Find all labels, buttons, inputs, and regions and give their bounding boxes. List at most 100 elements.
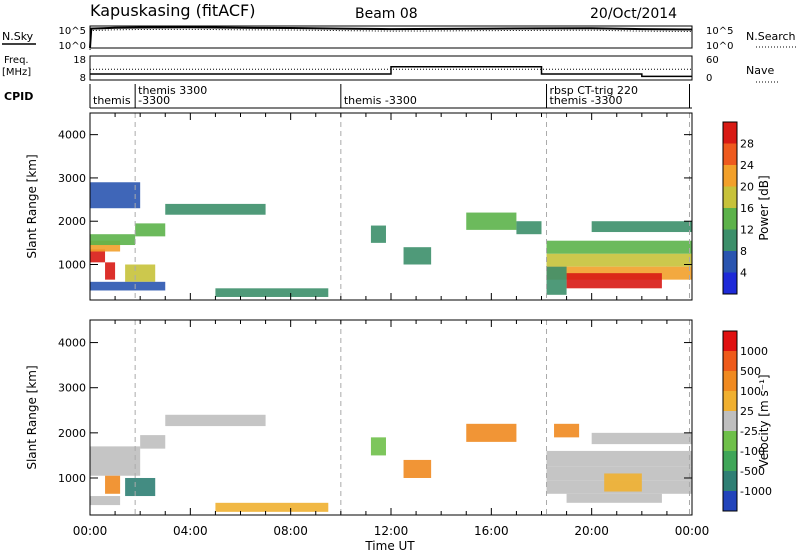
colorbar-swatch [723,491,737,511]
y-tick-label: 3000 [58,382,86,395]
frequency-left-tick-top: 18 [73,55,86,66]
noise-panel: N.Sky 10^5 10^0 10^5 10^0 N.Search [2,25,796,52]
frequency-frame [89,55,693,81]
x-tick-label: 12:00 [374,524,409,538]
nave-right-label: Nave [746,64,774,77]
heatmap-cell [90,234,136,246]
y-tick-label: 1000 [58,472,86,485]
heatmap-cell [546,253,692,267]
heatmap-cell [546,240,692,254]
colorbar-tick-label: 500 [740,365,761,378]
y-axis-label: Slant Range [km] [25,154,39,258]
heatmap-cell [604,473,642,492]
heatmap-cell [125,477,156,497]
noise-right-tick-bottom: 10^0 [706,41,733,52]
colorbar-frame [722,121,738,295]
noise-sky-line [89,26,693,49]
heatmap-cell [370,225,386,243]
colorbar-label: Velocity [m s⁻¹] [757,374,771,467]
figure-header: Kapuskasing (fitACF) Beam 08 20/Oct/2014 [90,1,677,22]
colorbar-tick-label: -1000 [740,485,772,498]
colorbar-swatch [723,122,737,144]
cpid-segment-text: themis -3300 [344,94,417,107]
heatmap-cell [516,221,542,235]
heatmap-cell [546,450,692,467]
heatmap-cell [215,502,329,512]
y-tick-label: 2000 [58,427,86,440]
heatmap-cell [554,423,580,438]
colorbar-tick-label: -100 [740,445,765,458]
x-tick-label: 08:00 [273,524,308,538]
colorbar-swatch [723,351,737,371]
colorbar-swatch [723,143,737,165]
heatmap-cell [105,262,116,280]
colorbar-swatch [723,371,737,391]
heatmap-cell [466,212,517,230]
heatmap-cell [90,281,166,291]
cpid-label: CPID [4,90,33,103]
heatmap-cell [105,475,121,494]
colorbar-tick-label: 28 [740,138,754,151]
heatmap-cell [135,223,166,237]
noise-search-line [89,28,693,51]
heatmap-cell [90,249,106,263]
x-axis-label: Time UT [364,539,415,553]
cpid-segment-text: -3300 [138,94,170,107]
heatmap-cell [591,221,692,233]
heatmap-cell [90,496,121,506]
colorbar-tick-label: 25 [740,405,754,418]
colorbar-swatch [723,208,737,230]
heatmap-cell [90,240,121,252]
colorbar-swatch [723,471,737,491]
heatmap-cell [125,264,156,282]
colorbar-tick-label: 12 [740,224,754,237]
colorbar-swatch [723,431,737,451]
heatmap-cell [165,203,266,215]
frequency-line [90,66,692,78]
colorbar-swatch [723,331,737,351]
nave-right-tick-bottom: 0 [706,73,712,84]
y-tick-label: 3000 [58,172,86,185]
heatmap-cell [566,273,662,289]
noise-left-label: N.Sky [2,30,34,43]
heatmap-cell [165,414,266,427]
y-axis-label: Slant Range [km] [25,365,39,469]
colorbar-tick-label: 24 [740,159,754,172]
colorbar-label: Power [dB] [757,175,771,240]
cpid-segment-text: themis [93,94,131,107]
x-tick-label: 04:00 [173,524,208,538]
colorbar-tick-label: 1000 [740,345,768,358]
noise-right-label: N.Search [746,30,796,43]
heatmap-cell [403,247,432,265]
velocity-panel: 1000 2000 3000 4000 Slant Range [km] 1000 500 1… [25,319,772,553]
beam-label: Beam 08 [355,6,418,22]
y-tick-label: 4000 [58,129,86,142]
heatmap-cell [466,423,517,442]
heatmap-cell [370,437,386,456]
cpid-segment-text: themis -3300 [550,94,623,107]
colorbar-swatch [723,165,737,187]
cpid-segment-text: themis 3300 [138,84,207,97]
cpid-segment-text: rbsp CT-trig 220 [550,84,638,97]
x-tick-label: 00:00 [675,524,710,538]
colorbar-tick-label: 4 [740,267,747,280]
colorbar-tick-label: 16 [740,202,754,215]
x-tick-label: 16:00 [474,524,509,538]
y-tick-label: 2000 [58,215,86,228]
colorbar-tick-label: -500 [740,465,765,478]
colorbar-swatch [723,229,737,251]
frequency-panel: Freq.[MHz] 18 8 60 0 Nave [2,55,780,84]
noise-left-tick-top: 10^5 [59,26,86,37]
frequency-left-label: Freq. [4,55,29,66]
heatmap-cell [90,446,141,476]
colorbar-tick-label: 8 [740,245,747,258]
heatmap-cell [566,493,662,503]
heatmap-cell [403,459,432,478]
power-panel: 1000 2000 3000 4000 Slant Range [km] 4 8 12 16 20… [25,112,771,301]
noise-right-tick-top: 10^5 [706,26,733,37]
heatmap-cell [140,435,166,449]
colorbar-tick-label: 20 [740,181,754,194]
heatmap-cell [591,432,692,445]
